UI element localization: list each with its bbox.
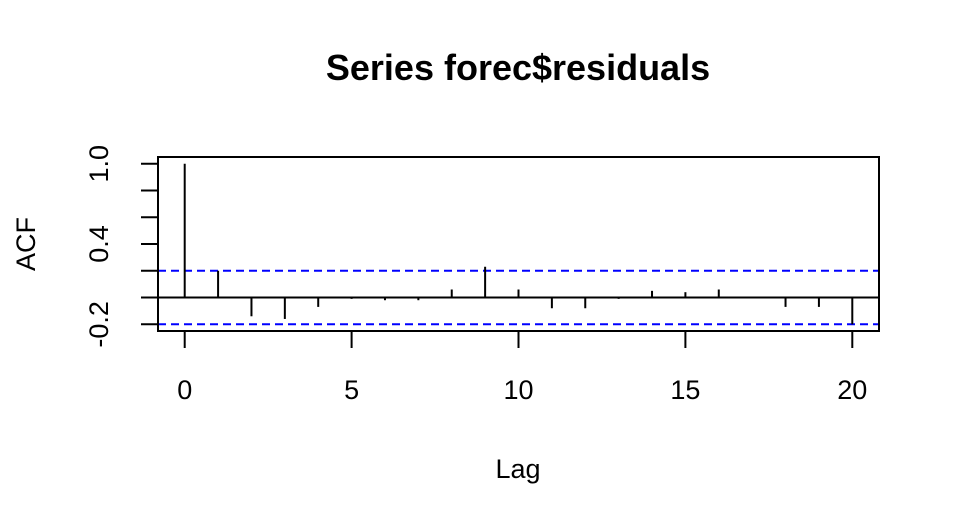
x-axis-label: Lag xyxy=(495,454,540,484)
x-tick-label-20: 20 xyxy=(837,375,867,405)
y-tick-label-6: 1.0 xyxy=(84,145,114,183)
y-axis-label: ACF xyxy=(11,217,41,271)
plot-frame xyxy=(157,156,880,332)
y-tick-label-3: 0.4 xyxy=(84,225,114,263)
x-tick-label-15: 15 xyxy=(670,375,700,405)
chart-title: Series forec$residuals xyxy=(326,47,710,88)
x-tick-label-10: 10 xyxy=(503,375,533,405)
y-tick-label-0: -0.2 xyxy=(84,301,114,348)
x-tick-label-0: 0 xyxy=(177,375,192,405)
x-tick-label-5: 5 xyxy=(344,375,359,405)
